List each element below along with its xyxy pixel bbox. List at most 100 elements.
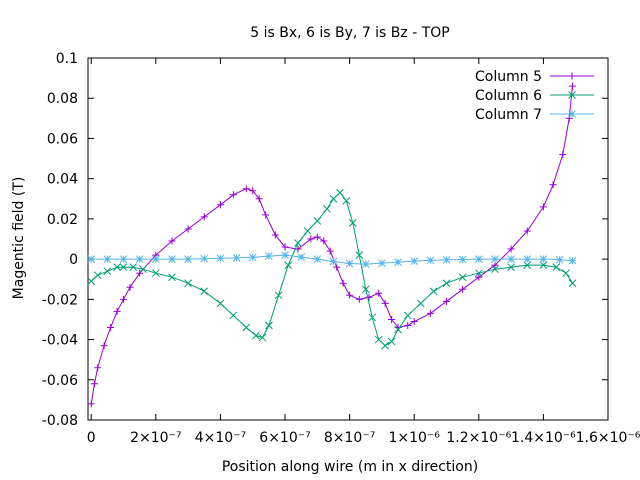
data-point [507, 245, 515, 253]
data-point [368, 313, 377, 322]
y-tick-label: -0.06 [42, 373, 78, 389]
data-point [184, 225, 192, 233]
data-point [459, 285, 467, 293]
series-line [90, 86, 573, 404]
data-point [120, 295, 128, 303]
x-tick-label: 8×10⁻⁷ [324, 430, 375, 446]
data-point [113, 263, 121, 272]
data-point [326, 247, 334, 255]
data-point [297, 253, 306, 261]
data-point [119, 263, 128, 272]
data-point [365, 293, 373, 301]
data-point [355, 251, 364, 259]
data-point [252, 331, 260, 340]
data-point [549, 181, 557, 189]
series-7 [87, 251, 577, 268]
y-tick-label: 0.1 [56, 51, 78, 67]
data-point [442, 279, 451, 288]
data-point [107, 323, 115, 331]
data-point [403, 311, 412, 320]
data-point [87, 255, 96, 263]
data-point [346, 291, 354, 299]
data-point [458, 273, 467, 282]
data-point [416, 299, 425, 308]
data-point [151, 269, 160, 278]
data-point [265, 252, 273, 260]
data-point [458, 255, 467, 264]
y-tick-label: -0.02 [42, 292, 78, 308]
data-point [475, 273, 483, 281]
data-point [387, 337, 396, 346]
plot-border [87, 57, 609, 421]
data-point [281, 251, 289, 259]
data-point [474, 255, 483, 263]
data-point [323, 204, 331, 213]
legend-label: Column 6 [475, 88, 542, 104]
data-point [94, 364, 102, 372]
x-tick-label: 1.4×10⁻⁶ [511, 430, 576, 446]
series-5 [87, 82, 576, 408]
data-point [200, 287, 209, 296]
y-tick-label: 0.04 [47, 172, 78, 188]
y-tick-label: 0.02 [47, 212, 78, 228]
data-point [443, 297, 451, 305]
data-point [329, 194, 338, 203]
legend-marker [568, 91, 576, 99]
data-point [265, 321, 273, 330]
x-tick-label: 4×10⁻⁷ [195, 430, 246, 446]
data-point [313, 217, 322, 225]
data-point [129, 263, 138, 272]
data-point [539, 261, 548, 269]
data-point [320, 237, 328, 245]
y-tick-label: -0.04 [42, 333, 78, 349]
data-point [355, 295, 363, 303]
data-point [491, 261, 499, 269]
data-point [394, 258, 402, 266]
data-point [151, 255, 160, 263]
data-point [410, 317, 418, 325]
data-point [168, 273, 176, 282]
data-point [90, 380, 98, 388]
y-tick-label: 0.06 [47, 131, 78, 147]
chart-title: 5 is Bx, 6 is By, 7 is Bz - TOP [250, 25, 449, 41]
x-tick-label: 1.6×10⁻⁶ [576, 430, 640, 446]
data-point [103, 255, 112, 263]
x-tick-label: 6×10⁻⁷ [259, 430, 310, 446]
data-point [442, 255, 451, 264]
legend-marker [568, 72, 576, 80]
data-point [168, 237, 176, 245]
data-point [336, 188, 344, 197]
data-point [378, 259, 386, 267]
data-point [119, 255, 128, 263]
data-point [313, 255, 322, 263]
x-axis-label: Position along wire (m in x direction) [222, 459, 478, 475]
data-point [491, 265, 499, 274]
data-point [113, 307, 121, 315]
data-point [200, 254, 209, 263]
data-point [242, 185, 250, 193]
data-point [248, 253, 257, 262]
legend-label: Column 5 [475, 69, 542, 85]
data-point [229, 191, 237, 199]
data-point [552, 263, 561, 272]
data-point [313, 233, 321, 241]
data-point [294, 239, 302, 247]
x-tick-label: 0 [87, 430, 96, 446]
data-point [258, 333, 267, 342]
data-point [507, 263, 515, 272]
data-point [135, 255, 144, 263]
data-point [381, 341, 389, 350]
data-point [87, 400, 95, 408]
data-point [539, 255, 548, 263]
data-point [375, 289, 383, 297]
data-point [307, 235, 315, 243]
x-tick-label: 1.2×10⁻⁶ [446, 430, 511, 446]
data-point [87, 277, 96, 286]
data-point [348, 219, 357, 227]
data-point [523, 261, 532, 269]
data-point [381, 299, 389, 307]
data-point [255, 195, 263, 203]
data-point [200, 213, 208, 221]
x-tick-label: 1×10⁻⁶ [388, 430, 440, 446]
data-point [507, 255, 515, 263]
